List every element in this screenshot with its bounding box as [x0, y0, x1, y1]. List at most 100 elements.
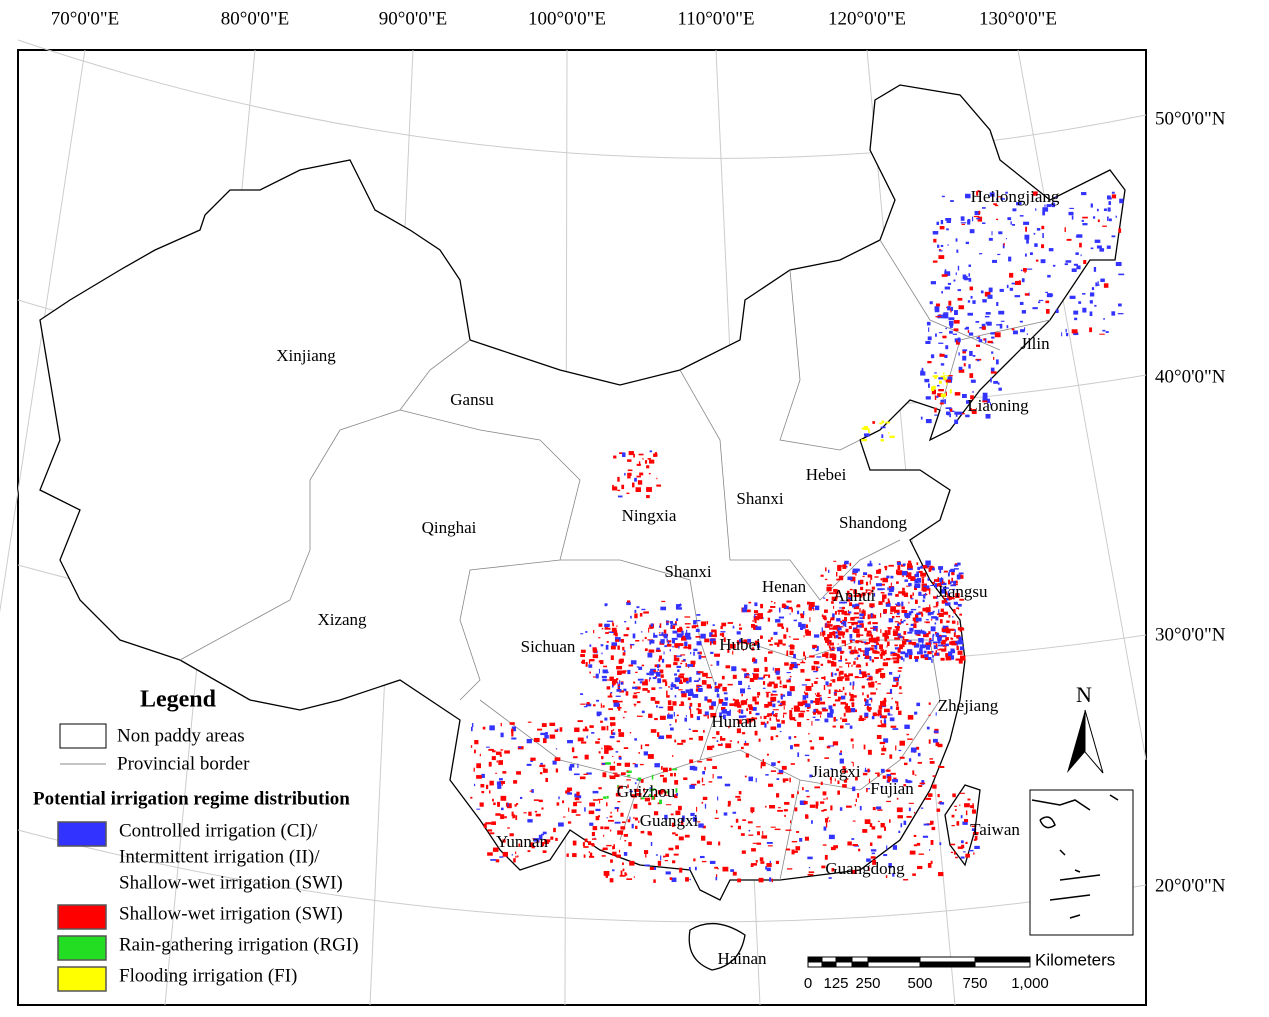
irrigation-patch	[613, 683, 615, 686]
irrigation-patch	[658, 634, 664, 636]
irrigation-patch	[830, 679, 833, 681]
irrigation-patch	[884, 649, 887, 655]
irrigation-patch	[684, 834, 690, 838]
irrigation-patch	[697, 652, 700, 655]
irrigation-patch	[710, 712, 717, 718]
irrigation-patch	[565, 790, 571, 794]
irrigation-patch	[644, 797, 651, 802]
irrigation-patch	[953, 632, 956, 638]
irrigation-patch	[1035, 259, 1039, 262]
irrigation-patch	[925, 560, 931, 566]
scale-label: 1,000	[1011, 975, 1049, 992]
irrigation-patch	[884, 630, 888, 635]
irrigation-patch	[931, 659, 933, 663]
irrigation-patch	[973, 811, 976, 813]
irrigation-patch	[702, 825, 706, 829]
irrigation-patch	[689, 759, 694, 764]
irrigation-patch	[821, 627, 823, 633]
irrigation-patch	[822, 597, 826, 599]
irrigation-patch	[624, 621, 627, 623]
irrigation-patch	[617, 785, 623, 789]
irrigation-patch	[612, 772, 618, 774]
irrigation-patch	[709, 705, 714, 710]
provincial-borders	[179, 239, 1051, 881]
irrigation-patch	[868, 676, 873, 681]
irrigation-patch	[650, 841, 653, 846]
irrigation-patch	[636, 463, 641, 466]
irrigation-patch	[850, 649, 853, 655]
irrigation-patch	[925, 607, 931, 613]
irrigation-patch	[969, 350, 973, 356]
irrigation-patch	[769, 717, 772, 721]
irrigation-patch	[1066, 332, 1069, 337]
irrigation-patch	[677, 742, 684, 745]
irrigation-patch	[604, 623, 610, 628]
irrigation-patch	[793, 653, 796, 659]
irrigation-patch	[918, 853, 924, 855]
irrigation-patch	[837, 790, 841, 795]
irrigation-patch	[811, 665, 816, 671]
irrigation-patch	[737, 719, 742, 724]
irrigation-patch	[1107, 207, 1111, 212]
irrigation-patch	[901, 601, 904, 607]
irrigation-patch	[900, 651, 906, 655]
irrigation-patch	[1115, 261, 1122, 267]
irrigation-patch	[867, 675, 872, 677]
irrigation-patch	[717, 743, 723, 746]
irrigation-patch	[752, 673, 759, 678]
irrigation-patch	[755, 712, 760, 716]
irrigation-patch	[936, 808, 941, 812]
irrigation-patch	[852, 786, 856, 792]
irrigation-patch	[789, 710, 793, 714]
irrigation-patch	[698, 823, 704, 828]
irrigation-patch	[756, 842, 762, 845]
irrigation-patch	[942, 625, 949, 629]
irrigation-patch	[574, 727, 580, 733]
irrigation-patch	[898, 591, 903, 594]
irrigation-patch	[880, 822, 885, 828]
irrigation-patch	[912, 873, 916, 876]
irrigation-patch	[684, 623, 691, 625]
irrigation-patch	[489, 790, 491, 794]
province-label: Guangxi	[640, 811, 699, 830]
irrigation-patch	[945, 345, 949, 350]
irrigation-patch	[932, 634, 934, 640]
irrigation-patch	[838, 612, 840, 615]
irrigation-patch	[636, 666, 640, 668]
irrigation-patch	[881, 420, 885, 424]
irrigation-patch	[829, 684, 832, 686]
irrigation-patch	[766, 863, 772, 867]
irrigation-patch	[620, 670, 626, 674]
irrigation-patch	[712, 624, 715, 627]
irrigation-patch	[534, 810, 538, 813]
irrigation-patch	[845, 658, 848, 661]
irrigation-patch	[700, 633, 706, 639]
irrigation-patch	[898, 830, 901, 834]
irrigation-patch	[815, 693, 817, 695]
irrigation-patch	[689, 702, 693, 707]
irrigation-patch	[636, 715, 643, 717]
irrigation-patch	[757, 618, 760, 621]
irrigation-patch	[782, 684, 788, 689]
irrigation-patch	[515, 815, 518, 820]
irrigation-patch	[697, 671, 704, 674]
irrigation-patch	[577, 763, 579, 769]
irrigation-patch	[818, 736, 824, 741]
irrigation-patch	[1024, 253, 1027, 257]
irrigation-patch	[667, 641, 670, 644]
irrigation-patch	[567, 739, 573, 744]
irrigation-patch	[698, 736, 704, 741]
irrigation-patch	[865, 589, 871, 591]
irrigation-patch	[748, 601, 752, 604]
irrigation-patch	[811, 721, 813, 726]
scale-bar: 0 125 250 500 750 1,000	[804, 956, 1049, 992]
irrigation-patch	[585, 703, 592, 707]
irrigation-patch	[698, 655, 702, 660]
irrigation-patch	[657, 664, 660, 669]
irrigation-patch	[809, 601, 815, 607]
province-label: Guizhou	[617, 782, 676, 801]
irrigation-patch	[942, 586, 947, 591]
irrigation-patch	[857, 580, 862, 585]
irrigation-patch	[811, 683, 814, 687]
irrigation-patch	[933, 596, 938, 599]
